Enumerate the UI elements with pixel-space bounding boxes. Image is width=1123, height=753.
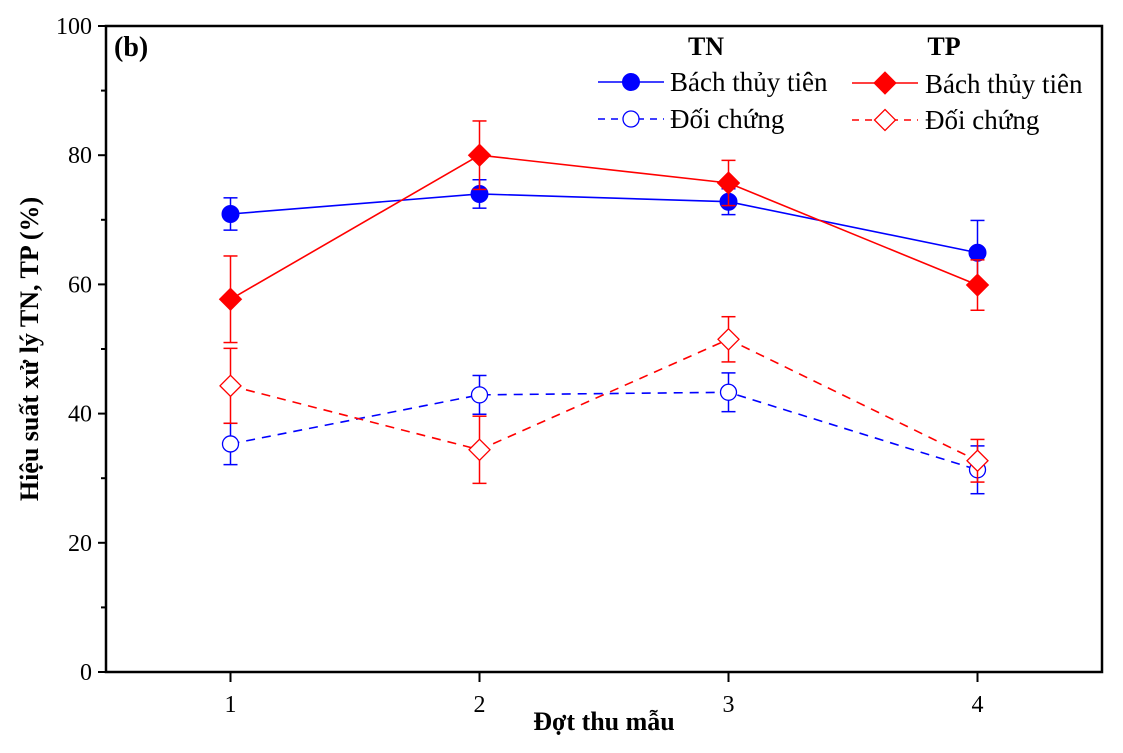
series-tp-bach-thuy-tien xyxy=(218,120,990,344)
legend-heading-tn: TN xyxy=(688,32,724,61)
legend-sample-tn-doi-chung xyxy=(598,110,664,128)
legend-marker xyxy=(873,108,897,132)
data-point xyxy=(965,273,990,297)
y-axis: 0 20 40 60 80 100 xyxy=(56,14,106,686)
series-tn-bach-thuy-tien xyxy=(221,178,987,286)
data-point xyxy=(221,435,240,453)
data-point xyxy=(218,287,243,311)
series-line xyxy=(230,391,978,471)
y-tick-label: 100 xyxy=(56,14,92,40)
legend: TN TP Bách thủy tiên Đối chứng Bách thủy… xyxy=(598,32,1083,135)
legend-heading-tp: TP xyxy=(927,32,960,61)
legend-label-tn-bach-thuy-tien: Bách thủy tiên xyxy=(670,67,828,97)
legend-label-tp-bach-thuy-tien: Bách thủy tiên xyxy=(925,69,1083,99)
data-point xyxy=(966,449,989,473)
data-point xyxy=(219,374,242,398)
x-axis: 1 2 3 4 xyxy=(225,672,984,718)
legend-marker xyxy=(622,73,640,91)
data-point xyxy=(470,386,489,404)
y-tick-label: 40 xyxy=(68,402,92,428)
x-tick-label: 2 xyxy=(474,692,486,718)
series-tn-doi-chung xyxy=(221,372,987,495)
panel-label: (b) xyxy=(114,32,148,63)
y-tick-label: 60 xyxy=(68,272,92,298)
data-point xyxy=(716,171,741,195)
legend-marker xyxy=(622,110,640,128)
x-tick-label: 3 xyxy=(723,692,735,718)
legend-label-tn-doi-chung: Đối chứng xyxy=(670,104,784,134)
y-tick-label: 20 xyxy=(68,531,92,557)
data-point xyxy=(717,327,740,351)
data-point xyxy=(468,438,491,462)
data-point xyxy=(719,383,738,401)
y-tick-label: 0 xyxy=(80,660,92,686)
series-line xyxy=(230,193,978,254)
data-point xyxy=(467,143,492,167)
legend-label-tp-doi-chung: Đối chứng xyxy=(925,105,1039,135)
legend-marker xyxy=(873,71,897,95)
legend-sample-tp-doi-chung xyxy=(852,108,918,132)
series-line xyxy=(230,154,978,300)
series-tp-doi-chung xyxy=(219,315,989,485)
x-axis-title: Đợt thu mẫu xyxy=(533,707,675,736)
data-point xyxy=(968,243,987,262)
y-tick-label: 80 xyxy=(68,143,92,169)
y-axis-title: Hiệu suất xử lý TN, TP (%) xyxy=(15,197,44,501)
series-line xyxy=(230,338,978,462)
series-layer xyxy=(218,120,990,495)
x-tick-label: 1 xyxy=(225,692,237,718)
legend-sample-tn-bach-thuy-tien xyxy=(598,73,664,91)
x-tick-label: 4 xyxy=(972,692,984,718)
data-point xyxy=(221,204,240,223)
legend-sample-tp-bach-thuy-tien xyxy=(852,71,918,95)
